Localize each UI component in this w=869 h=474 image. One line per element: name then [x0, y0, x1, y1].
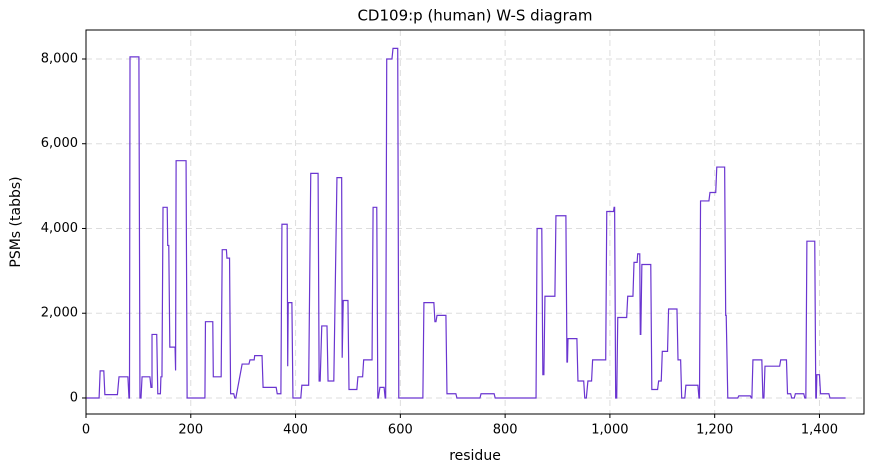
x-tick-label: 600	[388, 423, 413, 438]
x-tick-label: 200	[178, 423, 203, 438]
plot-frame	[85, 29, 865, 415]
x-tick-label: 1,400	[801, 423, 838, 438]
y-tick-label: 0	[70, 390, 78, 405]
y-tick-label: 4,000	[41, 221, 78, 236]
chart-title: CD109:p (human) W-S diagram	[357, 7, 592, 25]
x-tick-label: 1,200	[696, 423, 733, 438]
y-tick-label: 6,000	[41, 136, 78, 151]
x-tick-label: 400	[283, 423, 308, 438]
y-tick-label: 2,000	[41, 306, 78, 321]
y-tick-label: 8,000	[41, 51, 78, 66]
x-tick-label: 1,000	[591, 423, 628, 438]
x-tick-label: 800	[493, 423, 518, 438]
y-axis-label: PSMs (tabbs)	[8, 176, 24, 267]
x-tick-label: 0	[82, 423, 90, 438]
data-line	[86, 47, 846, 399]
x-axis-label: residue	[449, 448, 501, 464]
